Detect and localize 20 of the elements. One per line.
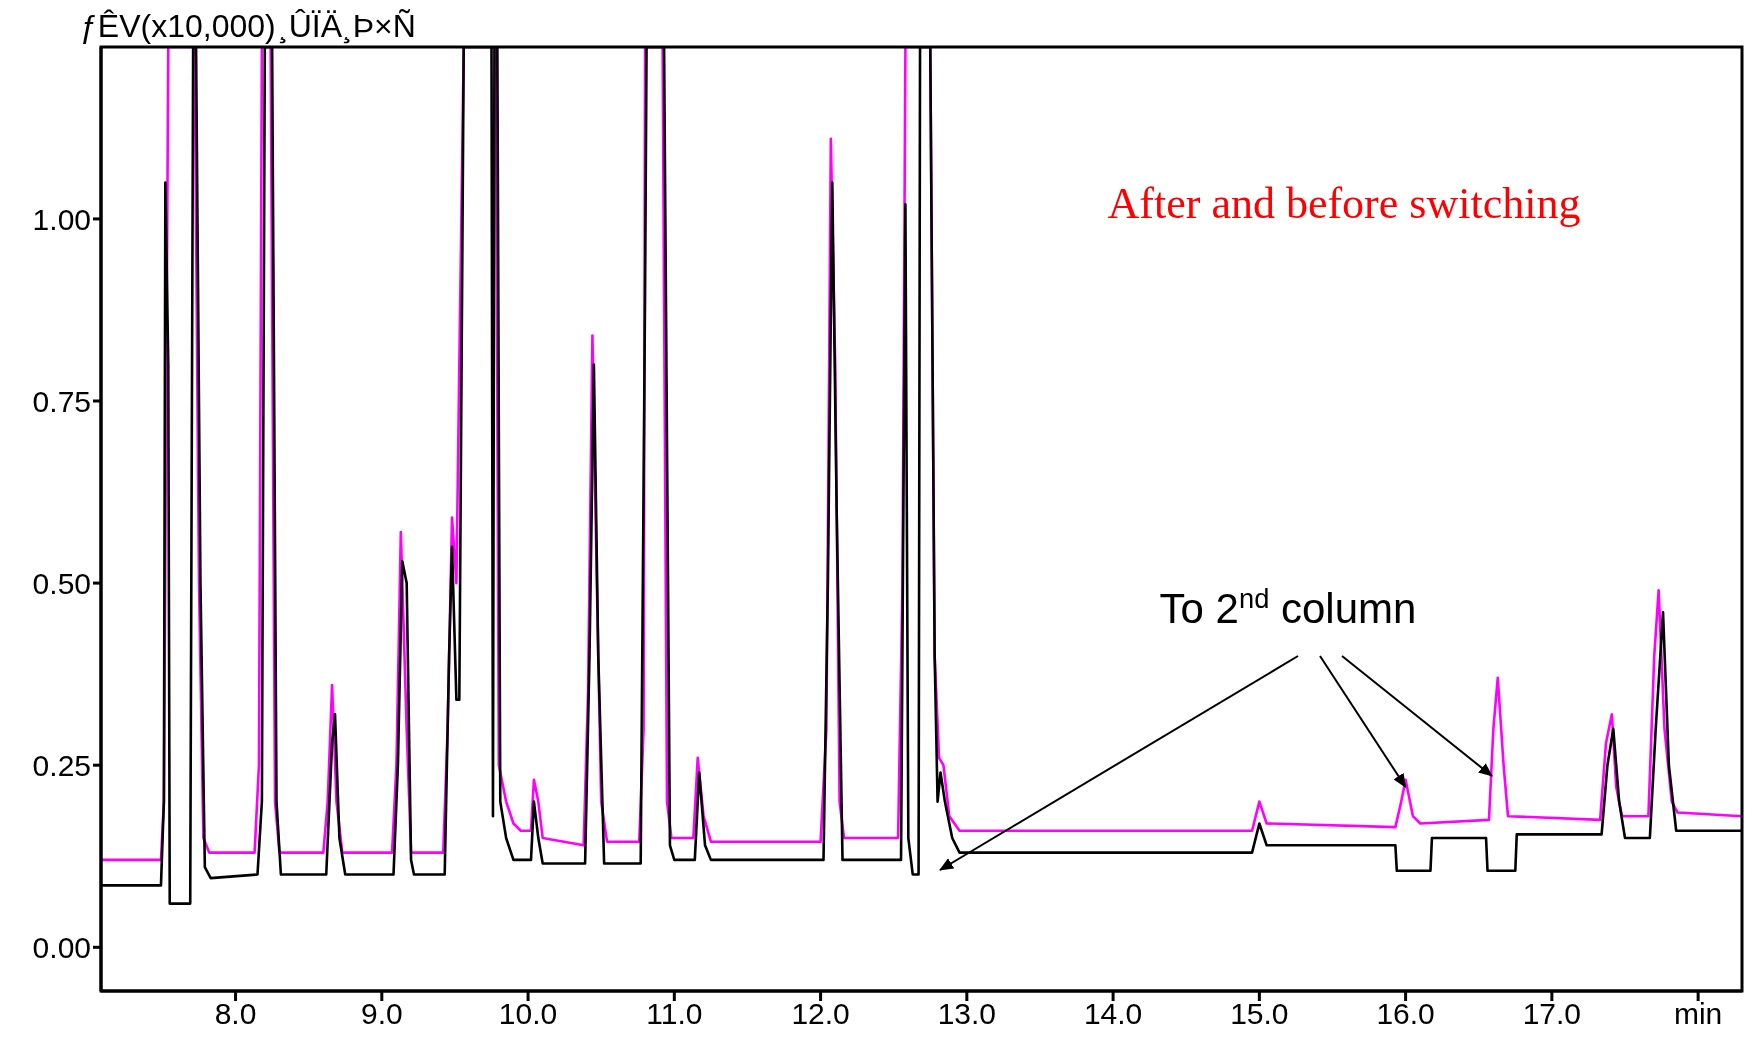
text: ¸ÛÏÄ¸Þ×Ñ — [278, 8, 416, 44]
x-tick-label: 10.0 — [498, 997, 558, 1031]
x-tick-label: 9.0 — [360, 997, 403, 1031]
annotation: After and before switching — [1107, 179, 1581, 228]
x-tick-label: 11.0 — [646, 997, 703, 1031]
x-tick-label: 15.0 — [1230, 997, 1289, 1031]
x-tick-label: min — [1673, 997, 1723, 1031]
x-tick-label: 17.0 — [1522, 997, 1582, 1031]
y-axis-title: ƒÊV(x10,000) — [80, 8, 276, 44]
x-tick-label: 8.0 — [214, 997, 257, 1031]
x-tick-label: 13.0 — [937, 997, 997, 1031]
x-tick-label: 14.0 — [1083, 997, 1143, 1031]
x-tick-label: 16.0 — [1376, 997, 1435, 1031]
annotation: To 2$^{nd}$ column — [1159, 582, 1417, 632]
y-tick-label: 0.00 — [32, 930, 91, 964]
x-tick-label: 12.0 — [791, 997, 850, 1031]
y-tick-label: 0.25 — [32, 748, 91, 782]
y-tick-label: 0.50 — [32, 566, 91, 600]
y-tick-label: 1.00 — [32, 202, 91, 236]
y-tick-label: 0.75 — [32, 384, 91, 418]
